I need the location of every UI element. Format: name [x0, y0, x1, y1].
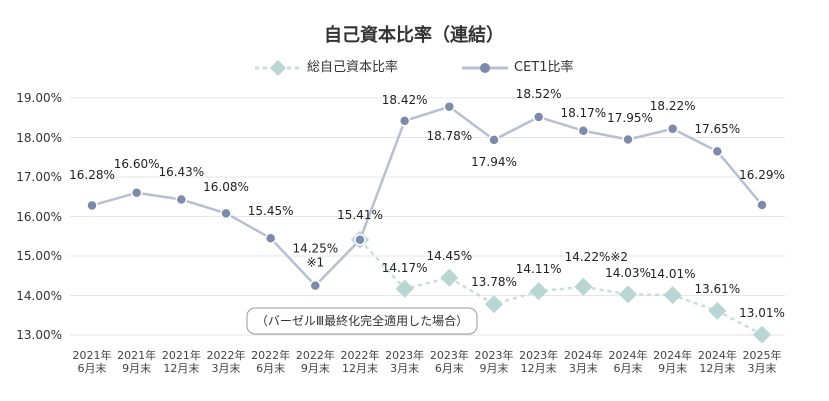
y-tick-label: 15.00%	[16, 248, 62, 263]
data-point	[485, 295, 503, 314]
data-point	[264, 232, 277, 244]
data-label: 18.42%	[381, 92, 428, 107]
data-point	[666, 123, 679, 135]
x-tick-label: 2023年 12月末	[519, 348, 559, 375]
legend-label: 総自己資本比率	[307, 60, 399, 76]
annotation: （バーゼルⅢ最終化完全適用した場合）	[255, 313, 469, 328]
legend-marker	[270, 60, 286, 76]
data-point	[619, 285, 637, 304]
y-tick-label: 19.00%	[16, 90, 62, 105]
x-tick-label: 2022年 9月末	[295, 348, 335, 375]
x-tick-label: 2024年 6月末	[608, 348, 648, 375]
legend-label: CET1比率	[514, 60, 574, 76]
y-tick-label: 17.00%	[16, 169, 62, 184]
data-point	[711, 145, 724, 158]
data-point	[756, 199, 768, 211]
x-tick-label: 2022年 6月末	[251, 348, 291, 375]
data-point	[577, 125, 590, 137]
x-tick-label: 2025年 3月末	[742, 348, 782, 375]
data-label: 17.95%	[607, 111, 653, 126]
series-line	[91, 105, 763, 288]
data-label: 14.22%※2	[564, 249, 629, 264]
y-tick-label: 13.00%	[16, 327, 62, 342]
x-tick-label: 2024年 12月末	[697, 348, 737, 375]
data-label: 16.43%	[158, 164, 205, 179]
data-label: 15.41%	[337, 207, 383, 222]
data-label: 14.11%	[515, 261, 562, 276]
data-label: 16.08%	[203, 180, 249, 195]
data-label: 14.17%	[381, 260, 428, 275]
data-point	[440, 268, 459, 287]
data-point	[398, 115, 411, 127]
x-tick-label: 2024年 9月末	[653, 348, 693, 375]
chart-title: 自己資本比率（連結）	[324, 25, 504, 47]
data-label: 18.17%	[560, 105, 607, 120]
data-label: 17.65%	[694, 122, 741, 137]
x-tick-label: 2023年 3月末	[385, 348, 425, 375]
data-point	[574, 277, 593, 296]
x-tick-label: 2021年 9月末	[117, 348, 157, 375]
data-label: 18.52%	[515, 86, 562, 101]
data-label: 16.60%	[113, 156, 160, 171]
x-tick-label: 2024年 3月末	[563, 348, 603, 375]
data-point	[622, 133, 634, 146]
data-point	[220, 207, 232, 220]
data-label: 13.01%	[739, 305, 785, 320]
data-point	[395, 279, 414, 298]
x-tick-label: 2022年 12月末	[340, 348, 380, 375]
data-label: 16.29%	[739, 167, 785, 182]
data-point	[130, 187, 143, 199]
data-label: 14.01%	[649, 266, 696, 281]
data-label: 18.22%	[649, 98, 696, 113]
data-label: 15.45%	[247, 204, 294, 219]
x-tick-label: 2021年 6月末	[72, 348, 112, 375]
x-tick-label: 2021年 12月末	[161, 348, 201, 375]
data-point	[86, 199, 98, 212]
data-label: 13.78%	[471, 274, 517, 289]
y-tick-label: 18.00%	[16, 130, 62, 145]
data-point	[529, 282, 548, 301]
data-point	[354, 234, 366, 246]
data-point	[753, 325, 771, 344]
data-point	[309, 279, 322, 292]
data-point	[443, 100, 456, 113]
data-label: 13.61%	[694, 281, 741, 296]
data-point	[532, 111, 545, 123]
data-point	[708, 301, 727, 320]
y-tick-label: 16.00%	[16, 209, 62, 224]
data-point	[488, 134, 500, 146]
data-label: 14.03%	[605, 266, 651, 281]
data-label: 17.94%	[471, 154, 517, 169]
series-line	[359, 238, 763, 336]
x-tick-label: 2023年 9月末	[474, 348, 514, 375]
legend-marker	[480, 63, 490, 73]
x-tick-label: 2022年 3月末	[206, 348, 246, 375]
x-tick-label: 2023年 6月末	[429, 348, 469, 375]
data-point	[663, 286, 682, 305]
data-label: 18.78%	[426, 128, 473, 143]
annotation-box	[246, 307, 478, 335]
y-tick-label: 14.00%	[16, 288, 62, 303]
data-point	[175, 193, 188, 206]
data-label: 16.28%	[69, 168, 115, 183]
data-label: 14.25% ※1	[292, 241, 339, 270]
data-label: 14.45%	[426, 248, 473, 263]
